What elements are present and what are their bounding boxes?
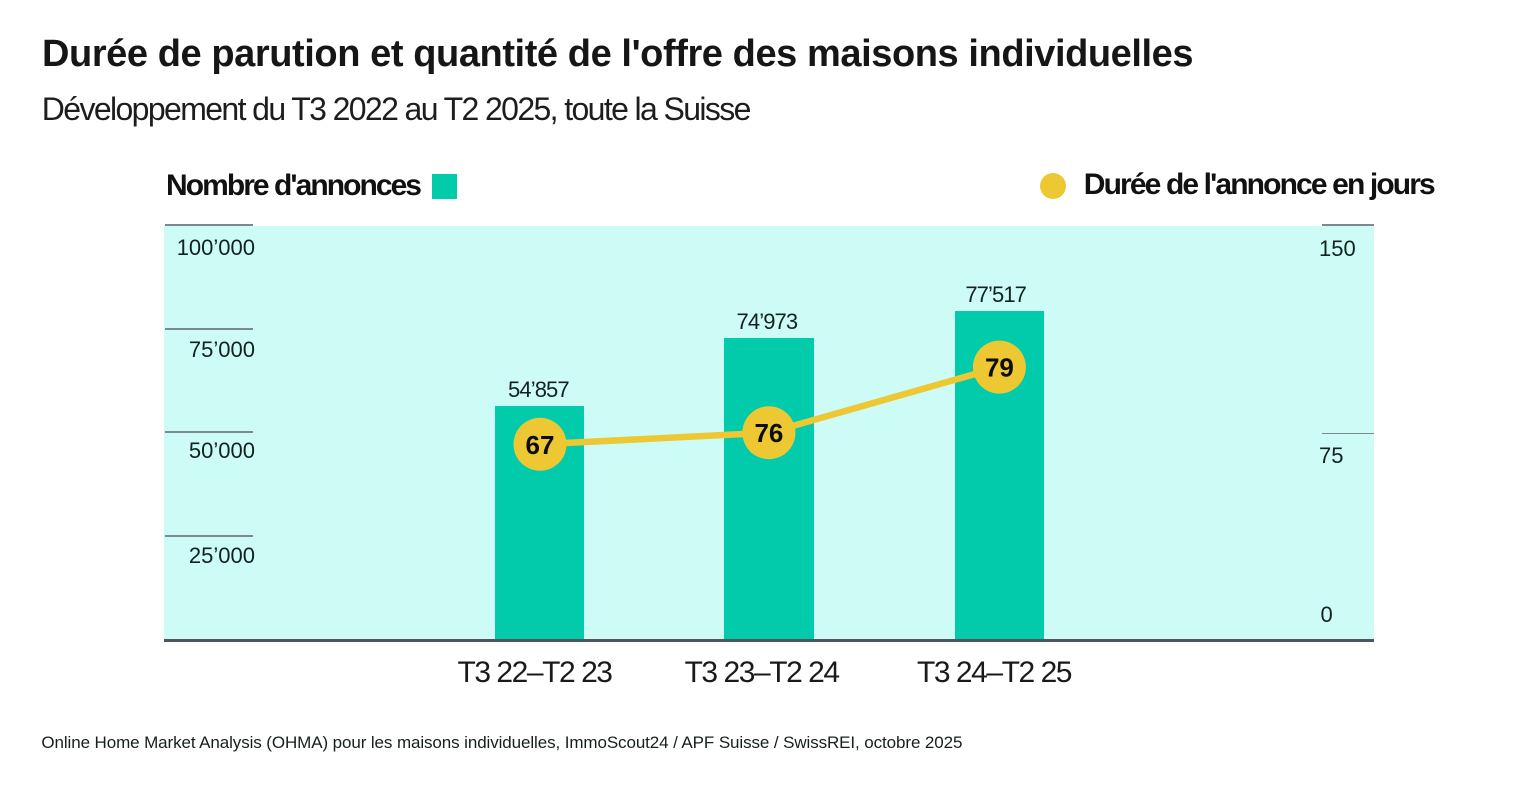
- svg-text:79: 79: [985, 353, 1014, 383]
- svg-text:67: 67: [526, 430, 555, 460]
- svg-text:76: 76: [754, 418, 783, 448]
